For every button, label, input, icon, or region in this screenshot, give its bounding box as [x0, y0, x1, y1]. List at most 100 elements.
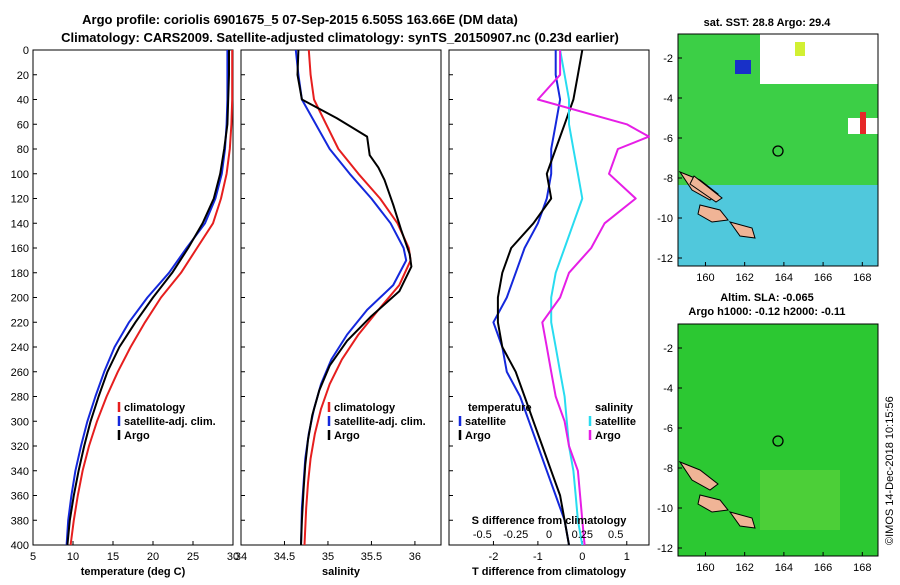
s-difference-axis-label: S difference from climatology — [472, 515, 628, 527]
map-y-tick-label: -6 — [663, 133, 673, 145]
y-tick-label: 140 — [11, 218, 29, 230]
difference-plot-area — [448, 49, 650, 546]
map-y-tick-label: -8 — [663, 463, 673, 475]
argo-position-marker-sla — [772, 435, 784, 447]
map-x-tick-label: 160 — [696, 272, 714, 284]
sst-map-cloud-mask — [760, 34, 878, 84]
x-tick-label: 36 — [409, 551, 421, 563]
x-tick-label: 30 — [227, 551, 239, 563]
x-tick-label: 0 — [579, 551, 585, 563]
legend-label: Argo — [465, 430, 491, 442]
y-tick-label: 300 — [11, 416, 29, 428]
series-line — [296, 49, 413, 546]
x-tick-label: 35 — [322, 551, 334, 563]
map-y-tick-label: -2 — [663, 53, 673, 65]
y-tick-label: 40 — [17, 95, 29, 107]
legend-label: Argo — [334, 430, 360, 442]
map-x-tick-label: 164 — [775, 272, 793, 284]
sla-map-island — [697, 494, 729, 513]
imos-watermark: ©IMOS 14-Dec-2018 10:15:56 — [884, 396, 896, 545]
y-tick-label: 240 — [11, 342, 29, 354]
x-tick-label: -2 — [489, 551, 499, 563]
x-tick-label: 34 — [235, 551, 247, 563]
map-y-tick-label: -12 — [657, 253, 673, 265]
x-tick-label: -1 — [533, 551, 543, 563]
map-x-tick-label: 166 — [814, 562, 832, 574]
temperature-x-axis-label: temperature (deg C) — [81, 566, 186, 578]
sst-map-cold-spot — [735, 60, 751, 74]
sst-map-island — [697, 204, 729, 223]
salinity-x-axis-label: salinity — [322, 566, 361, 578]
legend-label: satellite — [465, 416, 506, 428]
s-difference-tick-label: -0.25 — [503, 529, 528, 541]
header-line-1: Argo profile: coriolis 6901675_5 07-Sep-… — [82, 12, 518, 27]
map-x-tick-label: 168 — [853, 562, 871, 574]
sla-map-title-2: Argo h1000: -0.12 h2000: -0.11 — [688, 306, 845, 318]
legend-heading: salinity — [595, 402, 634, 414]
y-tick-label: 20 — [17, 70, 29, 82]
y-tick-label: 120 — [11, 194, 29, 206]
sla-map-anomaly-patch — [760, 470, 840, 530]
series-line — [303, 49, 412, 546]
map-x-tick-label: 162 — [735, 562, 753, 574]
x-tick-label: 10 — [67, 551, 79, 563]
map-x-tick-label: 164 — [775, 562, 793, 574]
legend-label: satellite-adj. clim. — [124, 416, 216, 428]
series-line — [69, 50, 234, 546]
temperature-plot-area — [32, 49, 234, 546]
sst-map-title: sat. SST: 28.8 Argo: 29.4 — [704, 17, 832, 29]
y-tick-label: 100 — [11, 169, 29, 181]
x-tick-label: 20 — [147, 551, 159, 563]
y-tick-label: 180 — [11, 268, 29, 280]
legend-label: satellite — [595, 416, 636, 428]
sst-map-island — [728, 221, 756, 239]
x-tick-label: 25 — [187, 551, 199, 563]
x-tick-label: 5 — [30, 551, 36, 563]
series-line — [492, 50, 570, 546]
series-line — [550, 49, 584, 546]
map-y-tick-label: -4 — [663, 383, 673, 395]
map-x-tick-label: 162 — [735, 272, 753, 284]
map-y-tick-label: -6 — [663, 423, 673, 435]
map-y-tick-label: -10 — [657, 213, 673, 225]
s-difference-tick-label: 0 — [546, 529, 552, 541]
y-tick-label: 280 — [11, 392, 29, 404]
x-tick-label: 15 — [107, 551, 119, 563]
header-line-2: Climatology: CARS2009. Satellite-adjuste… — [61, 30, 619, 45]
legend-label: climatology — [334, 402, 396, 414]
series-line — [536, 50, 650, 546]
sla-map-title-1: Altim. SLA: -0.065 — [720, 292, 814, 304]
y-tick-label: 0 — [23, 45, 29, 57]
y-tick-label: 400 — [11, 540, 29, 552]
map-y-tick-label: -2 — [663, 343, 673, 355]
series-line — [66, 50, 230, 546]
y-tick-label: 380 — [11, 515, 29, 527]
difference-x-axis-label: T difference from climatology — [472, 566, 627, 578]
y-tick-label: 340 — [11, 466, 29, 478]
s-difference-tick-label: 0.25 — [572, 529, 593, 541]
legend-label: Argo — [595, 430, 621, 442]
y-tick-label: 320 — [11, 441, 29, 453]
map-y-tick-label: -8 — [663, 173, 673, 185]
difference-panel: -2 -1 0 1T difference from climatologytempe… — [448, 49, 650, 578]
y-tick-label: 260 — [11, 367, 29, 379]
map-y-tick-label: -4 — [663, 93, 673, 105]
sst-map-axes: 160 162 164 166 168 -2 -4 -6 -8 -10 -12 — [657, 53, 871, 284]
y-tick-label: 360 — [11, 491, 29, 503]
legend-label: Argo — [124, 430, 150, 442]
x-tick-label: 1 — [624, 551, 630, 563]
y-tick-label: 160 — [11, 243, 29, 255]
legend-label: satellite-adj. clim. — [334, 416, 426, 428]
map-y-tick-label: -12 — [657, 543, 673, 555]
salinity-plot-area — [240, 49, 442, 546]
sla-map-island — [728, 511, 756, 529]
y-tick-label: 60 — [17, 119, 29, 131]
sla-map-island — [678, 460, 719, 491]
legend-label: climatology — [124, 402, 186, 414]
argo-position-marker — [772, 145, 784, 157]
map-y-tick-label: -10 — [657, 503, 673, 515]
sla-map-frame — [677, 323, 879, 557]
map-x-tick-label: 166 — [814, 272, 832, 284]
sla-map: Altim. SLA: -0.065 Argo h1000: -0.12 h20… — [657, 292, 879, 574]
y-tick-label: 80 — [17, 144, 29, 156]
